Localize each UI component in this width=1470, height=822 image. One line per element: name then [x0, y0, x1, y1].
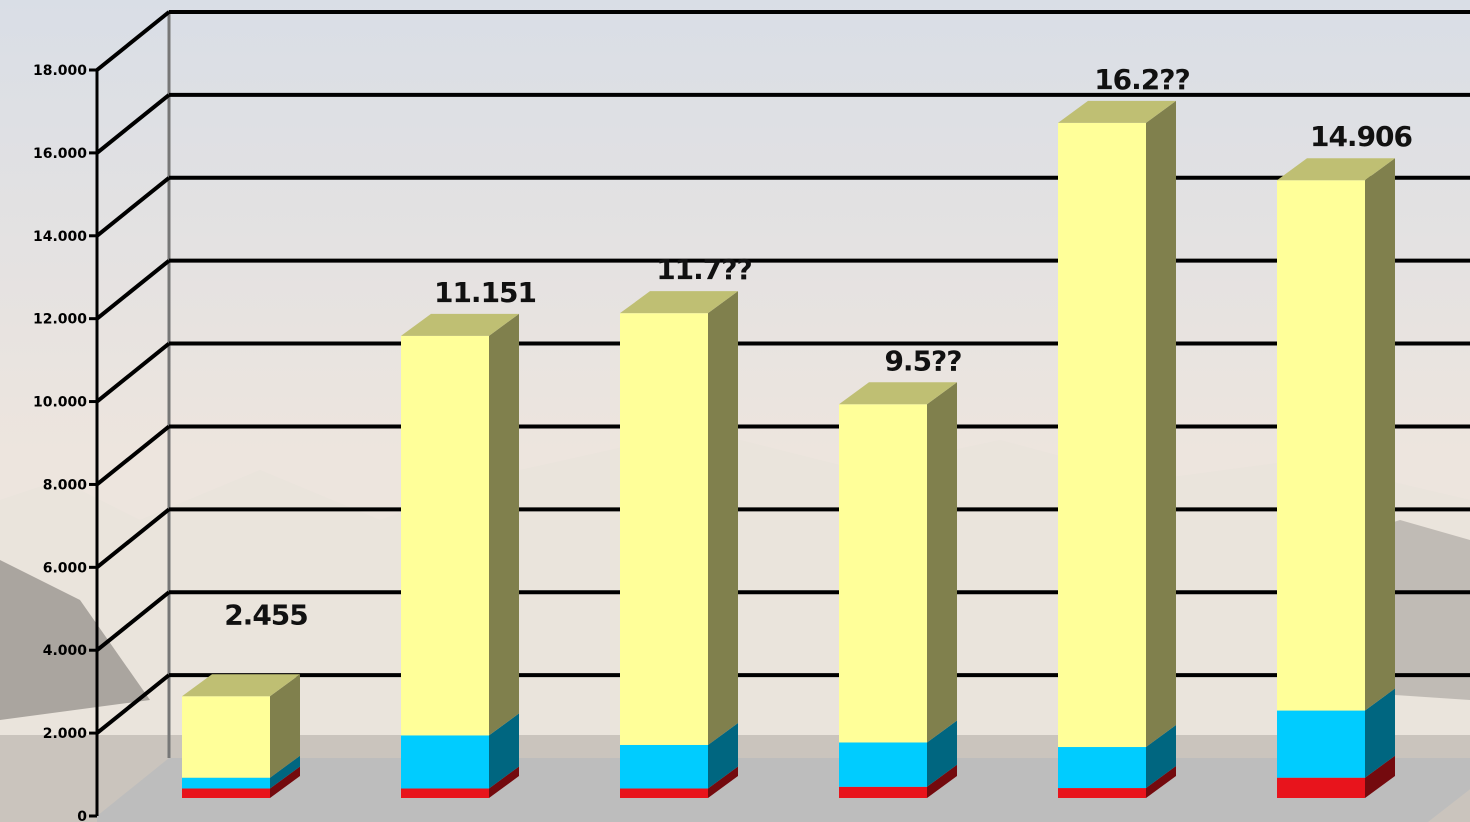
- bar-total-label: 11.151: [434, 276, 536, 309]
- bar-segment: [1058, 766, 1176, 798]
- bar-segment: [182, 755, 300, 789]
- gridline-diagonal: [95, 341, 171, 404]
- gridline-diagonal: [95, 673, 171, 735]
- bar-segment: [620, 722, 738, 789]
- y-tick-label: 0: [77, 809, 87, 822]
- bar-total-label: 14.906: [1310, 120, 1412, 153]
- bar-segment: [401, 713, 519, 789]
- gridline-diagonal: [95, 10, 171, 72]
- bar-segment: [182, 674, 300, 778]
- bar-segment: [1058, 725, 1176, 789]
- bar-segment: [1277, 158, 1395, 711]
- bar-segment: [1058, 100, 1176, 748]
- y-tick-label: 14.000: [33, 229, 87, 245]
- gridline-diagonal: [95, 507, 171, 569]
- bar-segment: [1277, 755, 1395, 798]
- gridline-diagonal: [95, 590, 171, 652]
- y-axis: 0 2.000 4.000 6.000 8.000 10.000 12.000 14.000 1…: [33, 63, 99, 822]
- bar-total-label: 11.7??: [656, 253, 752, 286]
- bar-segment: [401, 313, 519, 736]
- bar-total-label: 2.455: [224, 598, 308, 631]
- y-tick-label: 16.000: [33, 146, 87, 162]
- bar-segment: [1277, 688, 1395, 778]
- y-tick-label: 12.000: [33, 312, 87, 328]
- y-tick-label: 4.000: [43, 643, 88, 659]
- bar-segment: [839, 382, 957, 743]
- bar-segment: [839, 720, 957, 787]
- bar-total-label: 9.5??: [884, 344, 961, 377]
- y-tick-label: 2.000: [43, 726, 88, 742]
- gridline-diagonal: [95, 259, 171, 321]
- gridline-diagonal: [95, 424, 171, 487]
- bars: [182, 100, 1395, 798]
- bar-segment: [620, 766, 738, 798]
- bar-segment: [401, 766, 519, 798]
- gridline-diagonal: [95, 93, 171, 155]
- y-tick-label: 10.000: [33, 395, 87, 411]
- bar-total-label: 16.2??: [1094, 63, 1190, 96]
- gridlines: [95, 10, 1470, 735]
- chart-floor: [97, 758, 1470, 822]
- bar-segment: [182, 766, 300, 798]
- data-labels: 2.455 11.151 11.7?? 9.5?? 16.2?? 14.906: [224, 63, 1413, 631]
- gridline-diagonal: [95, 176, 171, 238]
- bar-segment: [839, 764, 957, 798]
- y-tick-label: 6.000: [43, 560, 88, 576]
- bar-segment: [620, 291, 738, 745]
- y-tick-label: 8.000: [43, 477, 88, 493]
- y-tick-label: 18.000: [33, 63, 87, 79]
